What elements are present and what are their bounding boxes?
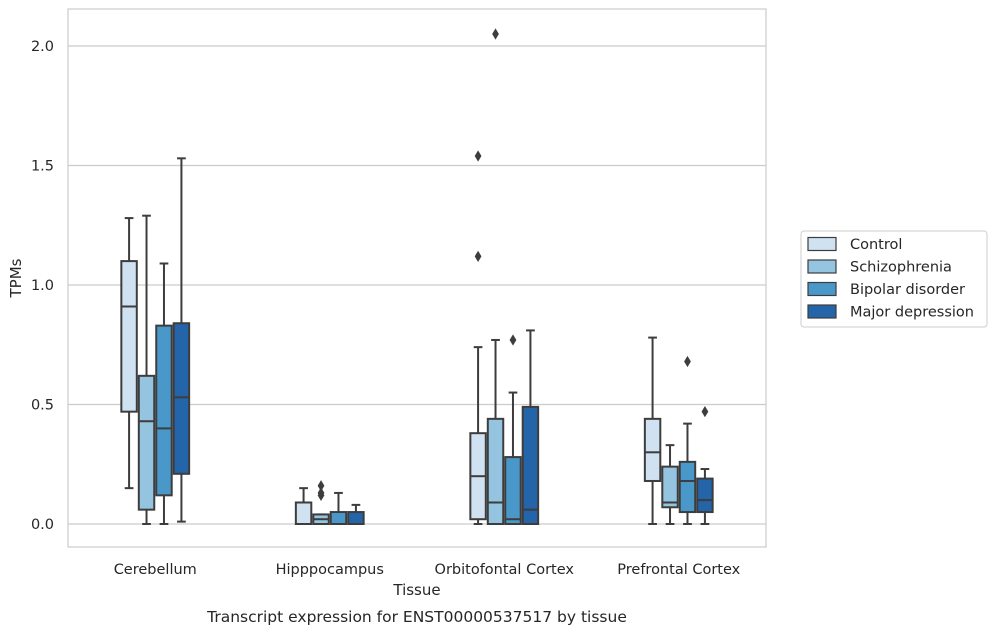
- box-iqr: [504, 456, 522, 525]
- y-tick-label: 2.0: [31, 39, 54, 55]
- box-major-depression: [347, 503, 365, 525]
- box-major-depression: [696, 406, 714, 525]
- outlier-marker: [317, 487, 325, 499]
- box-control: [469, 150, 487, 525]
- outlier-marker: [509, 334, 517, 346]
- box-bipolar-disorder: [155, 262, 173, 525]
- legend-swatch: [807, 259, 837, 274]
- y-tick-label: 0.0: [31, 517, 54, 533]
- outlier-marker: [701, 406, 709, 418]
- box-major-depression: [521, 329, 540, 526]
- outlier-marker: [317, 480, 325, 492]
- box-control: [294, 487, 313, 525]
- legend-swatch: [807, 236, 837, 252]
- box-control: [643, 336, 662, 525]
- x-axis-label: Tissue: [392, 581, 440, 599]
- box-iqr: [347, 511, 365, 525]
- box-iqr: [486, 417, 505, 525]
- x-tick-label: Hipppocampus: [276, 562, 384, 578]
- box-schizophrenia: [137, 214, 156, 525]
- outlier-marker: [474, 150, 482, 162]
- x-tick-label: Orbitofontal Cortex: [435, 562, 575, 578]
- box-iqr: [172, 322, 191, 475]
- legend-label: Major depression: [850, 305, 974, 321]
- box-iqr: [155, 324, 173, 497]
- box-iqr: [329, 511, 348, 525]
- box-iqr: [120, 260, 138, 413]
- outlier-marker: [492, 28, 499, 40]
- x-tick-labels: Cerebellum Hipppocampus Orbitofontal Corte…: [114, 562, 741, 578]
- box-control: [120, 217, 138, 490]
- y-tick-label: 1.0: [31, 278, 54, 294]
- y-tick-labels: 0.0 0.5 1.0 1.5 2.0: [31, 39, 54, 533]
- legend-label: Bipolar disorder: [850, 282, 965, 298]
- box-schizophrenia: [661, 444, 679, 525]
- legend-items: Control Schizophrenia Bipolar disorder Majo…: [807, 236, 974, 321]
- box-layer: [120, 28, 714, 526]
- legend: Control Schizophrenia Bipolar disorder Majo…: [800, 230, 988, 328]
- box-schizophrenia: [486, 28, 505, 525]
- legend-swatch: [807, 304, 837, 319]
- box-major-depression: [172, 157, 191, 523]
- x-tick-label: Prefrontal Cortex: [617, 562, 740, 578]
- y-tick-label: 1.5: [31, 159, 54, 175]
- box-iqr: [643, 417, 662, 482]
- legend-swatch: [807, 281, 837, 297]
- plot-area-frame: [67, 8, 767, 548]
- outlier-marker: [474, 250, 482, 262]
- legend-label: Control: [850, 237, 902, 253]
- box-iqr: [696, 477, 714, 514]
- y-axis-label: TPMs: [7, 258, 25, 298]
- box-iqr: [678, 460, 697, 514]
- box-schizophrenia: [312, 480, 330, 526]
- legend-frame: [800, 230, 988, 328]
- box-iqr: [294, 501, 313, 525]
- box-iqr: [521, 405, 540, 526]
- outlier-marker: [684, 355, 691, 368]
- box-bipolar-disorder: [678, 355, 697, 525]
- box-iqr: [661, 465, 679, 509]
- legend-label: Schizophrenia: [850, 260, 952, 276]
- box-bipolar-disorder: [329, 491, 348, 525]
- y-tick-label: 0.5: [31, 398, 54, 414]
- box-bipolar-disorder: [504, 334, 522, 525]
- chart-caption: Transcript expression for ENST0000053751…: [206, 608, 627, 626]
- box-iqr: [137, 374, 156, 511]
- x-tick-label: Cerebellum: [114, 562, 197, 578]
